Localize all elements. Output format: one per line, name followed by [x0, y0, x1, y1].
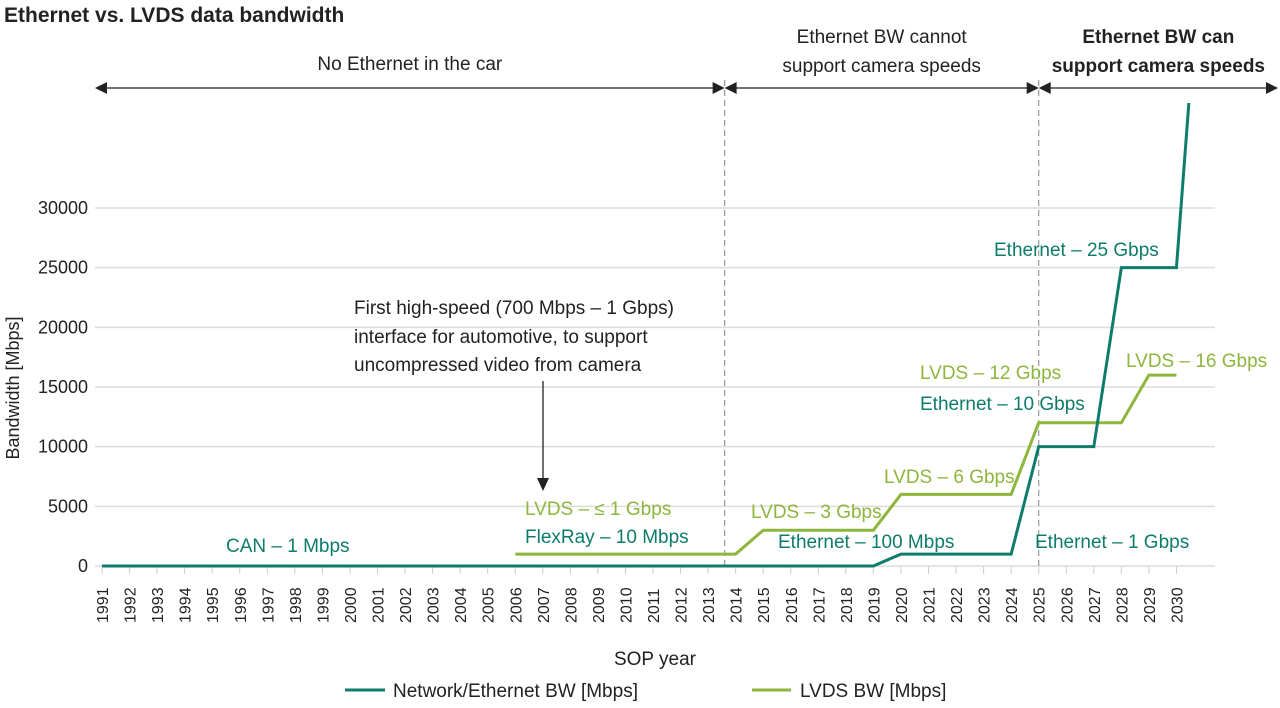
era-arrow-head-left — [724, 82, 737, 94]
x-tick-label: 2018 — [839, 587, 856, 623]
x-tick-label: 2027 — [1087, 587, 1104, 623]
series-line — [515, 373, 1177, 556]
label-eth-10g: Ethernet – 10 Gbps — [920, 394, 1085, 415]
y-tick-label: 30000 — [38, 198, 88, 218]
x-tick-label: 2030 — [1169, 587, 1186, 623]
era-label: No Ethernet in the car — [317, 54, 502, 75]
era-arrow-head-left — [1038, 82, 1051, 94]
x-tick-label: 2007 — [536, 587, 553, 623]
x-tick-label: 2014 — [729, 587, 746, 623]
x-tick-label: 1996 — [233, 587, 250, 623]
y-tick-label: 20000 — [38, 317, 88, 337]
label-eth-25g: Ethernet – 25 Gbps — [994, 240, 1159, 261]
callout-arrow — [537, 381, 549, 491]
label-can: CAN – 1 Mbps — [226, 536, 350, 557]
label-lvds-1g: LVDS – ≤ 1 Gbps — [525, 499, 671, 520]
x-axis-label: SOP year — [614, 649, 697, 670]
x-tick-label: 2017 — [811, 587, 828, 623]
x-tick-label: 1998 — [288, 587, 305, 623]
era-arrow-head-right — [1026, 82, 1039, 94]
x-tick-label: 1997 — [260, 587, 277, 623]
x-tick-label: 2004 — [453, 587, 470, 623]
label-lvds-16g: LVDS – 16 Gbps — [1126, 351, 1267, 372]
era-arrow-head-left — [95, 82, 107, 94]
x-tick-label: 2023 — [977, 587, 994, 623]
era-range-arrow: Ethernet BW cannot support camera speeds — [724, 27, 1039, 94]
x-tick-label: 2011 — [646, 588, 663, 623]
x-tick-label: 2001 — [371, 587, 388, 623]
label-lvds-3g: LVDS – 3 Gbps — [751, 502, 882, 523]
era-label: Ethernet BW cannot — [797, 27, 968, 48]
x-tick-label: 2013 — [701, 587, 718, 623]
era-arrow-head-right — [1266, 82, 1278, 94]
x-tick-label: 1992 — [123, 587, 140, 623]
x-tick-label: 2022 — [949, 587, 966, 623]
x-tick-label: 2021 — [922, 587, 939, 623]
x-tick-label: 1991 — [95, 587, 112, 623]
x-tick-label: 1999 — [315, 587, 332, 623]
x-tick-label: 2000 — [343, 587, 360, 623]
era-arrow-head-right — [712, 82, 725, 94]
x-tick-label: 2026 — [1059, 587, 1076, 623]
x-tick-label: 2024 — [1004, 587, 1021, 623]
y-axis-label: Bandwidth [Mbps] — [3, 316, 23, 459]
x-tick-label: 2005 — [481, 587, 498, 623]
era-label: Ethernet BW can — [1082, 27, 1234, 48]
era-label: support camera speeds — [782, 56, 981, 77]
x-tick-label: 1993 — [150, 587, 167, 623]
callout-line-2: interface for automotive, to support — [354, 327, 648, 348]
x-tick-label: 2009 — [591, 587, 608, 623]
series-line — [102, 102, 1191, 568]
x-tick-label: 2019 — [866, 587, 883, 623]
x-tick-label: 2025 — [1032, 587, 1049, 623]
label-eth-100m: Ethernet – 100 Mbps — [778, 532, 954, 553]
label-flexray: FlexRay – 10 Mbps — [525, 527, 689, 548]
x-tick-label: 2012 — [674, 587, 691, 623]
x-tick-label: 2020 — [894, 587, 911, 623]
y-tick-label: 25000 — [38, 258, 88, 278]
x-tick-label: 2003 — [426, 587, 443, 623]
y-tick-label: 10000 — [38, 437, 88, 457]
x-tick-label: 2010 — [618, 587, 635, 623]
y-tick-label: 0 — [78, 556, 88, 576]
y-tick-label: 15000 — [38, 377, 88, 397]
y-tick-label: 5000 — [48, 496, 88, 516]
legend: Network/Ethernet BW [Mbps] LVDS BW [Mbps… — [345, 681, 946, 702]
chart-title: Ethernet vs. LVDS data bandwidth — [4, 4, 344, 27]
x-tick-label: 2006 — [508, 587, 525, 623]
legend-label-ethernet: Network/Ethernet BW [Mbps] — [393, 681, 638, 702]
era-label: support camera speeds — [1052, 56, 1265, 77]
callout-line-1: First high-speed (700 Mbps – 1 Gbps) — [354, 298, 674, 319]
era-range-arrow: No Ethernet in the car — [95, 54, 725, 94]
x-tick-label: 1994 — [178, 587, 195, 623]
legend-label-lvds: LVDS BW [Mbps] — [800, 681, 946, 702]
label-lvds-12g: LVDS – 12 Gbps — [920, 363, 1061, 384]
x-tick-label: 1995 — [205, 587, 222, 623]
label-eth-1g: Ethernet – 1 Gbps — [1035, 532, 1189, 553]
callout-line-3: uncompressed video from camera — [354, 355, 642, 376]
x-tick-label: 2028 — [1114, 587, 1131, 623]
x-tick-label: 2002 — [398, 587, 415, 623]
x-tick-label: 2029 — [1142, 587, 1159, 623]
x-tick-label: 2008 — [563, 587, 580, 623]
era-range-arrow: Ethernet BW can support camera speeds — [1038, 27, 1278, 94]
x-tick-label: 2016 — [784, 587, 801, 623]
label-lvds-6g: LVDS – 6 Gbps — [884, 467, 1015, 488]
x-tick-label: 2015 — [756, 587, 773, 623]
